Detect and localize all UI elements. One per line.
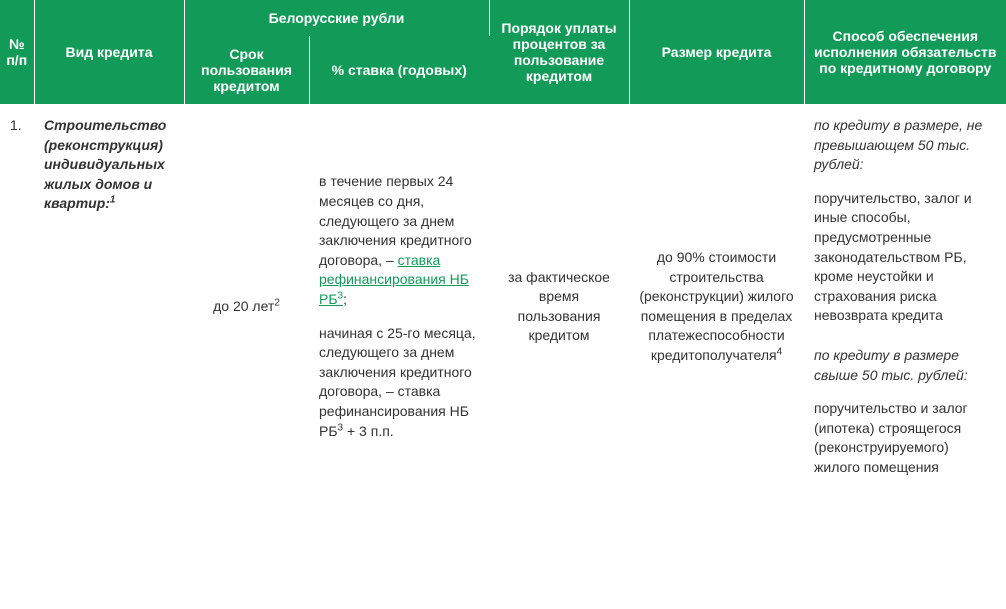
rate-part1: в течение первых 24 месяцев со дня, след… (319, 173, 472, 267)
rate-part1-tail: ; (343, 291, 347, 307)
cell-type-text: Строительство (реконструкция) индивидуал… (44, 117, 166, 211)
th-size: Размер кредита (629, 0, 804, 104)
table-header: № п/п Вид кредита Белорусские рубли Поря… (0, 0, 1006, 104)
th-rate: % ставка (годовых) (309, 36, 489, 104)
sec2-head: по кредиту в размере свыше 50 тыс. рубле… (814, 346, 996, 385)
cell-type-sup: 1 (110, 195, 116, 206)
table-row: 1. Строительство (реконструкция) индивид… (0, 104, 1006, 510)
th-type: Вид кредита (34, 0, 184, 104)
cell-size: до 90% стоимости строительства (реконстр… (629, 104, 804, 510)
cell-term-sup: 2 (274, 297, 280, 308)
cell-size-sup: 4 (777, 346, 783, 357)
cell-term-text: до 20 лет (213, 298, 274, 314)
sec1-head: по кредиту в размере, не превышающем 50 … (814, 116, 996, 175)
rate-part2b: + 3 п.п. (343, 423, 394, 439)
cell-type: Строительство (реконструкция) индивидуал… (34, 104, 184, 510)
cell-order: за фактическое время пользования кредито… (489, 104, 629, 510)
th-byn-group: Белорусские рубли (184, 0, 489, 36)
sec2-body: поручительство и залог (ипотека) строяще… (814, 399, 996, 477)
th-term: Срок пользования кредитом (184, 36, 309, 104)
cell-size-text: до 90% стоимости строительства (реконстр… (639, 249, 793, 363)
th-order: Порядок уплаты процентов за пользование … (489, 0, 629, 104)
credit-terms-table: № п/п Вид кредита Белорусские рубли Поря… (0, 0, 1006, 510)
cell-num: 1. (0, 104, 34, 510)
th-num: № п/п (0, 0, 34, 104)
cell-rate: в течение первых 24 месяцев со дня, след… (309, 104, 489, 510)
cell-term: до 20 лет2 (184, 104, 309, 510)
sec1-body: поручительство, залог и иные способы, пр… (814, 189, 996, 326)
cell-security: по кредиту в размере, не превышающем 50 … (804, 104, 1006, 510)
th-security: Способ обеспечения исполнения обязательс… (804, 0, 1006, 104)
